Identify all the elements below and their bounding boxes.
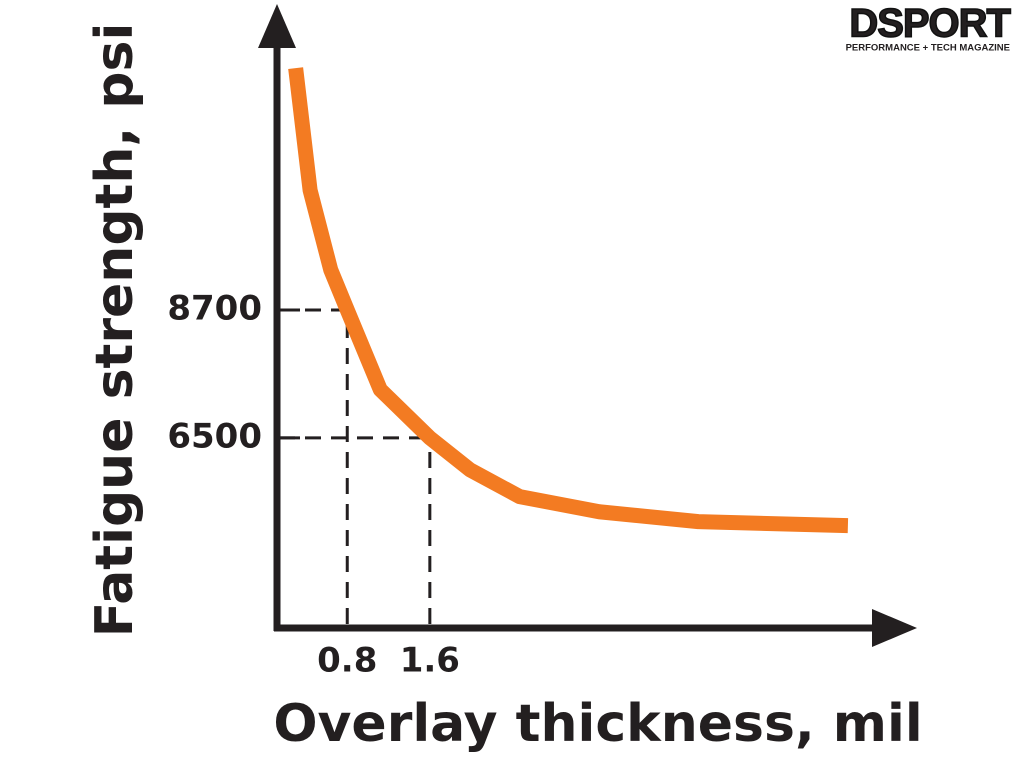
x-tick-label: 0.8 xyxy=(317,641,377,681)
y-axis-arrow xyxy=(258,4,296,48)
y-tick-label: 8700 xyxy=(167,288,262,328)
guide-line xyxy=(279,308,349,624)
x-axis-arrow xyxy=(872,609,917,647)
logo-subtitle: PERFORMANCE + TECH MAGAZINE xyxy=(846,43,1010,54)
data-line xyxy=(288,67,849,534)
x-axis-title: Overlay thickness, mil xyxy=(273,694,922,754)
y-tick-label: 6500 xyxy=(167,416,262,456)
logo-title: DSPORT xyxy=(849,2,1010,46)
y-axis-title: Fatigue strength, psi xyxy=(85,23,145,638)
x-tick-label: 1.6 xyxy=(400,641,460,681)
guide-line xyxy=(279,436,432,624)
